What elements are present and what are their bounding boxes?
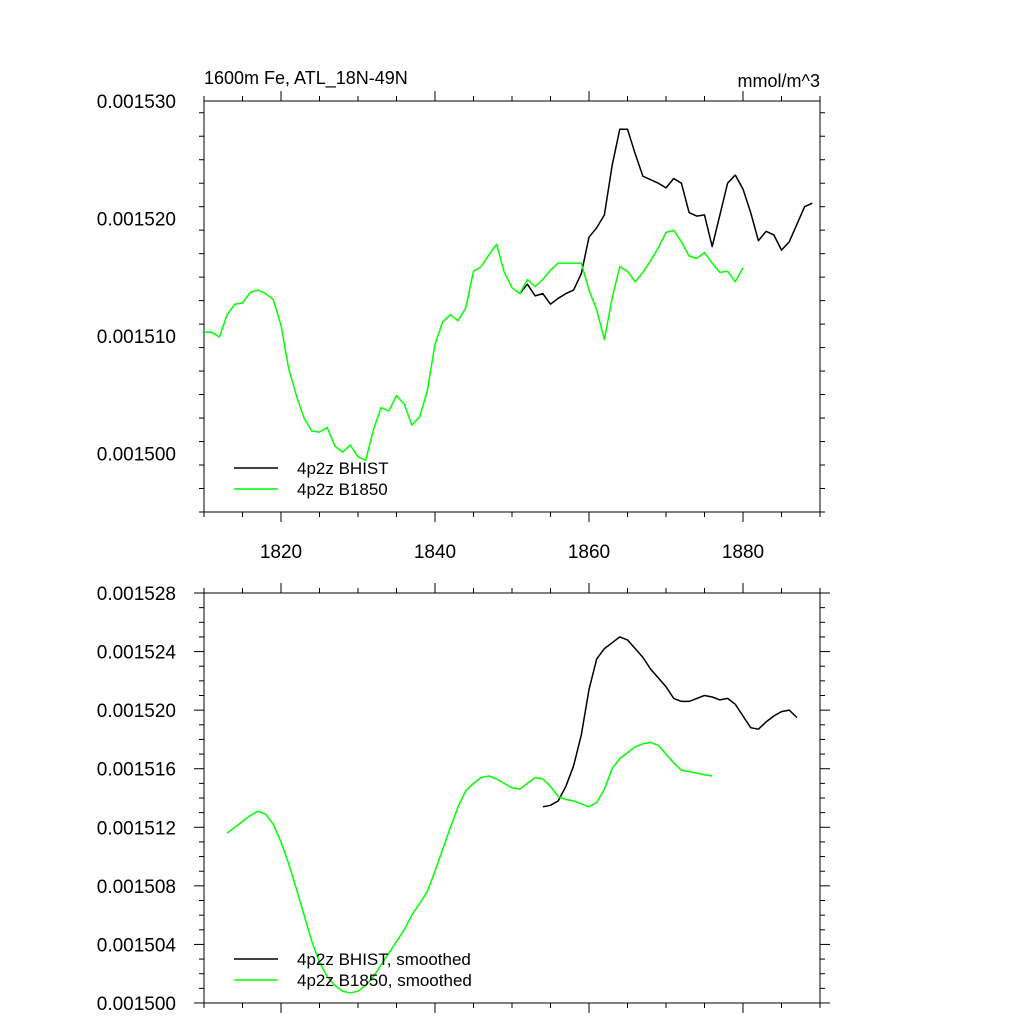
series-line-1 (519, 128, 813, 305)
y-tick-label: 0.001520 (97, 209, 176, 230)
y-tick-label: 0.001520 (97, 701, 176, 722)
y-tick-label: 0.001530 (97, 92, 176, 113)
x-tick-label: 1840 (414, 542, 456, 563)
chart-panel-2: 0.001500 0.001504 0.001508 0.001512 0.001516… (97, 583, 830, 1015)
y-tick-label: 0.001500 (97, 994, 176, 1015)
legend-label: 4p2z BHIST, smoothed (297, 950, 471, 969)
legend-label: 4p2z B1850, smoothed (297, 971, 472, 990)
y-tick-label: 0.001528 (97, 584, 176, 605)
series-line-2 (226, 741, 713, 994)
y-tick-label: 0.001500 (97, 444, 176, 465)
y-tick-label: 0.001516 (97, 760, 176, 781)
legend-label: 4p2z BHIST (297, 459, 389, 478)
x-tick-label: 1880 (722, 542, 764, 563)
chart-panel-1: 1820 1840 1860 1880 0.001500 0.001510 0.001520… (97, 68, 825, 563)
y-tick-label: 0.001510 (97, 327, 176, 348)
y-tick-label: 0.001512 (97, 818, 176, 839)
units-label: mmol/m^3 (738, 71, 820, 91)
chart-title: 1600m Fe, ATL_18N-49N (204, 68, 408, 89)
series-group (204, 128, 813, 462)
plot-frame (203, 100, 821, 513)
x-tick-label: 1860 (568, 542, 610, 563)
y-tick-label: 0.001524 (97, 643, 177, 664)
y-tick-label: 0.001504 (97, 935, 177, 956)
series-line-1 (542, 636, 798, 808)
y-tick-label: 0.001508 (97, 877, 176, 898)
legend-label: 4p2z B1850 (297, 480, 388, 499)
x-tick-label: 1820 (260, 542, 302, 563)
series-line-2 (204, 229, 744, 462)
series-group (226, 636, 798, 994)
plot-frame (203, 592, 821, 1004)
